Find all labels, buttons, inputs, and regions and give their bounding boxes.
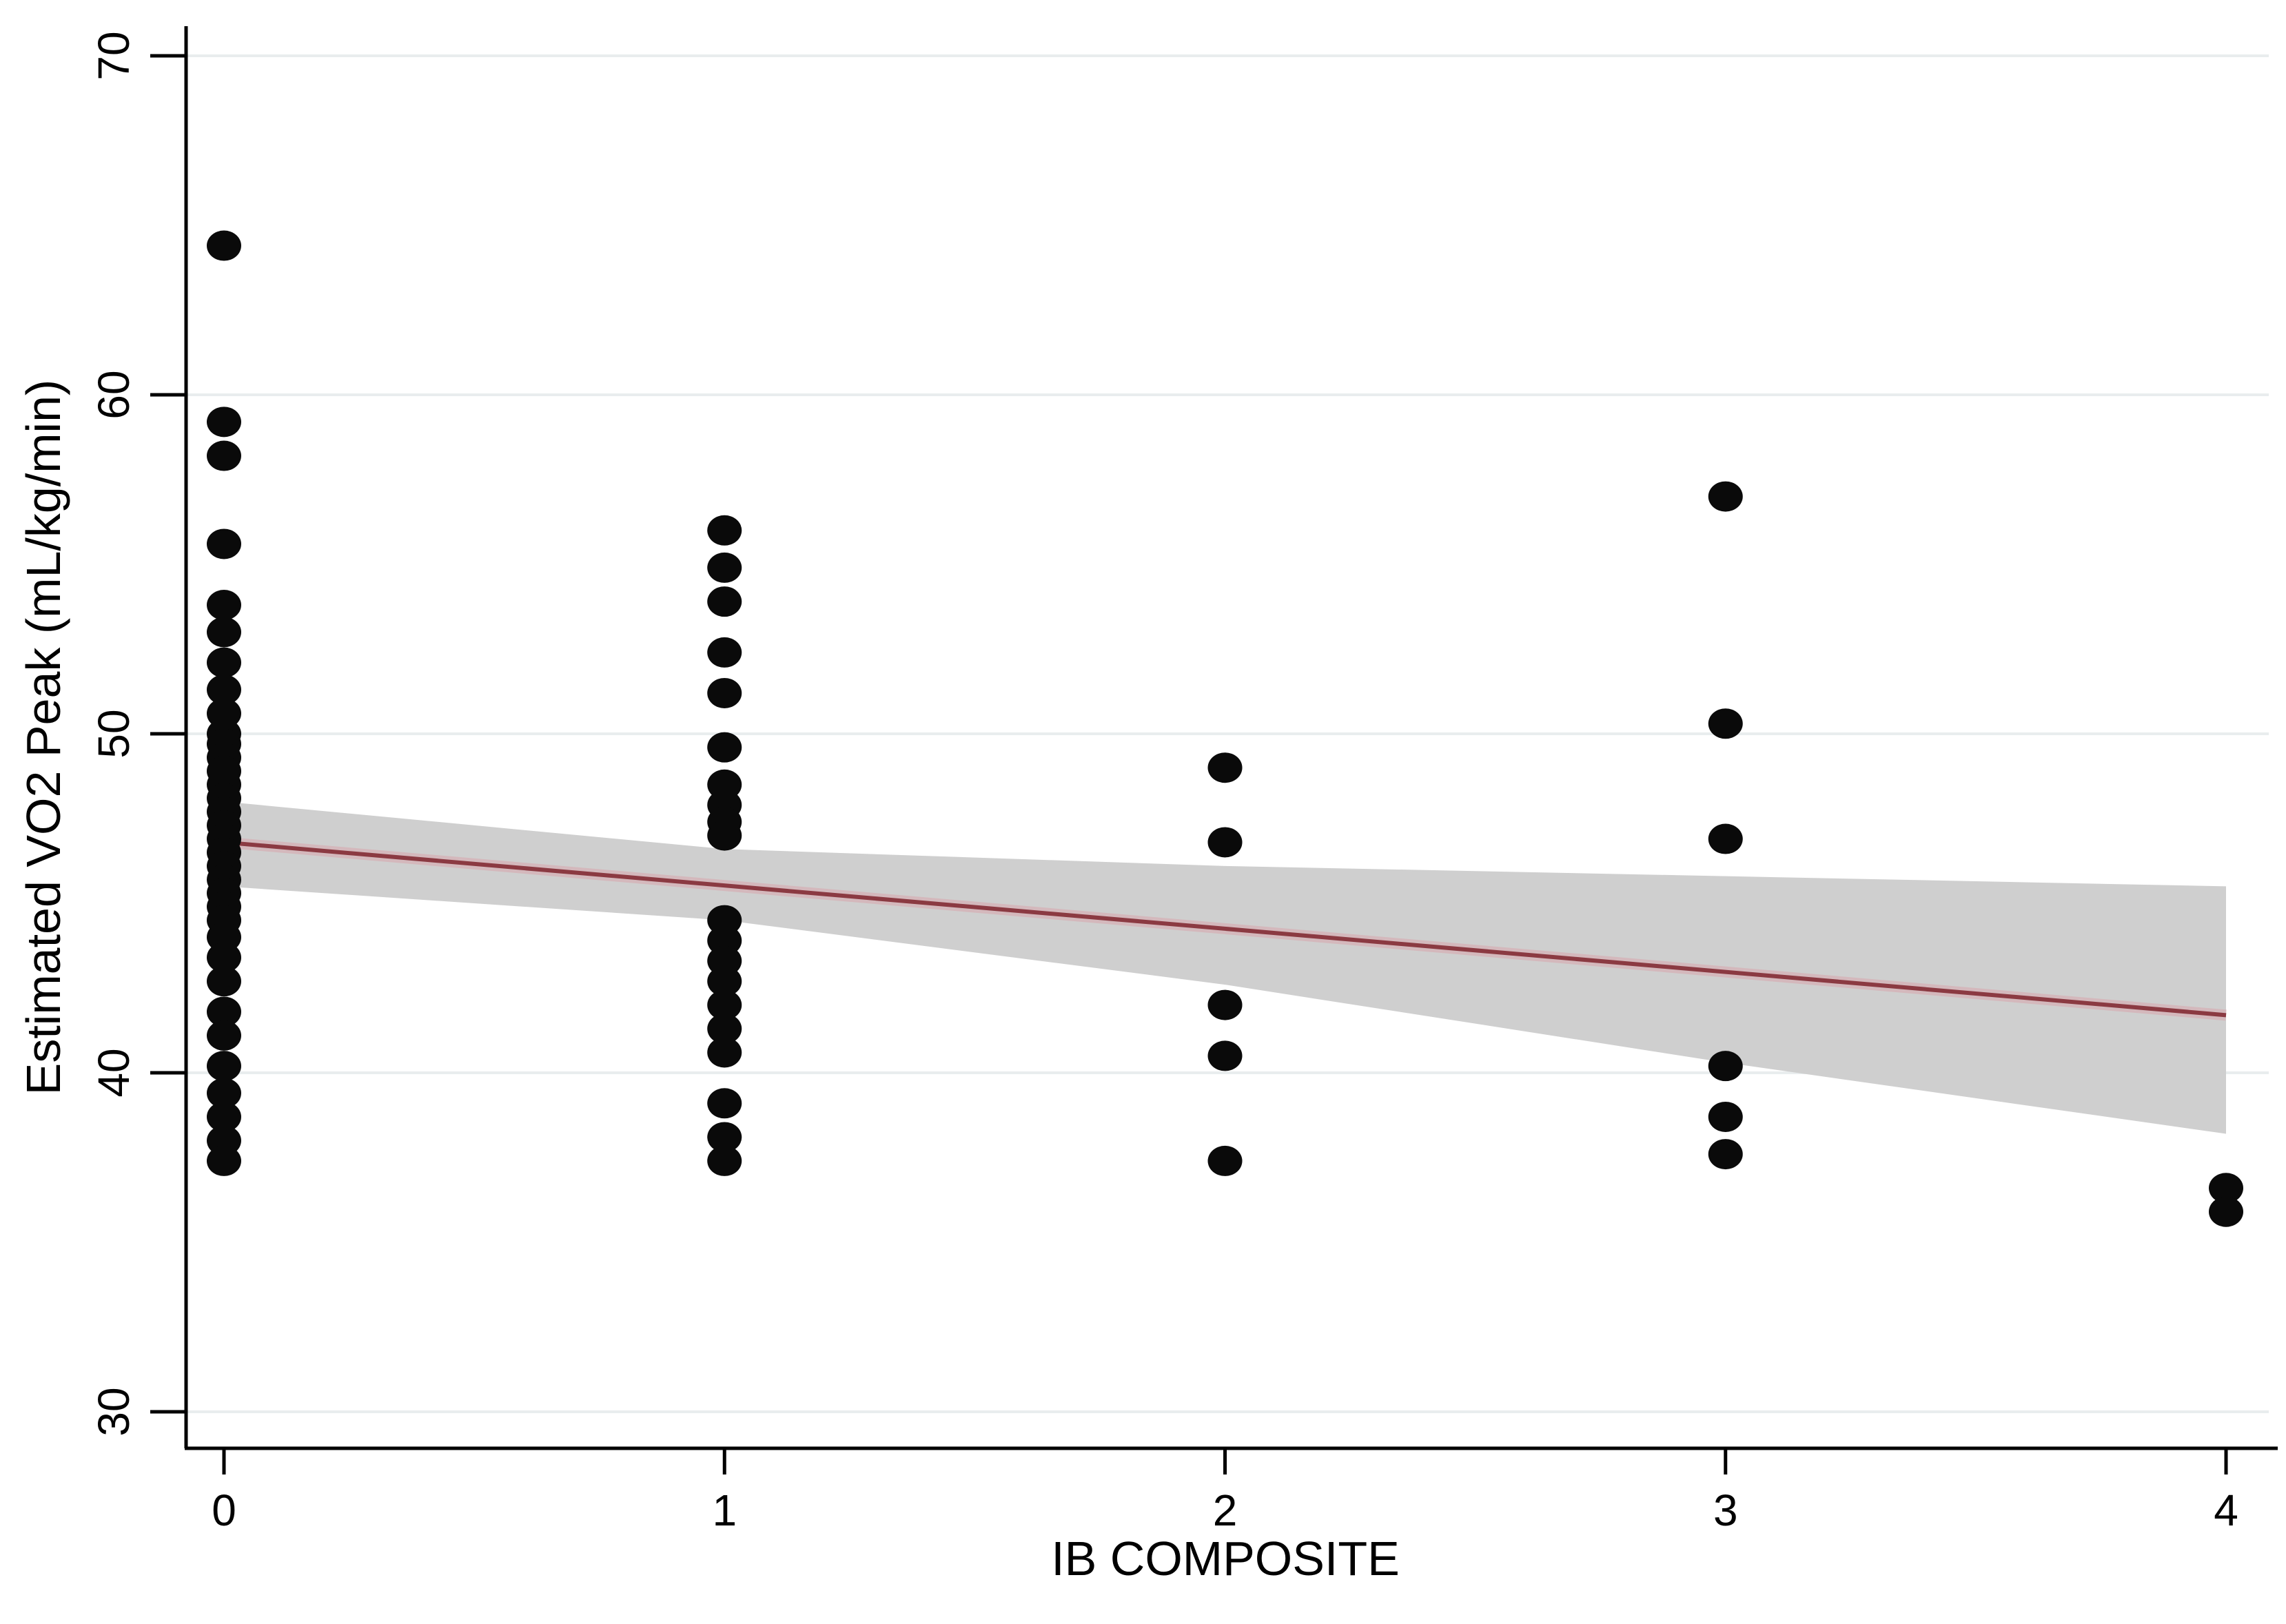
x-tick-label-0: 0 [212,1486,236,1535]
data-point [707,966,742,997]
data-point [707,1145,742,1176]
y-tick-label-30: 30 [89,1387,139,1437]
fit-line [223,840,2227,1018]
x-tick-label-1: 1 [712,1486,737,1535]
data-point [1708,823,1743,854]
y-tick-label-70: 70 [89,31,139,81]
data-point [207,528,241,559]
data-point [1708,708,1743,739]
data-point [707,732,742,763]
data-point [1207,989,1243,1020]
data-point [707,1014,742,1045]
data-point [207,675,241,706]
data-point [1207,1040,1243,1071]
data-point [207,1020,241,1051]
y-axis-title: Estimated VO2 Peak (mL/kg/min) [17,379,70,1096]
y-tick-label-50: 50 [89,709,139,759]
data-point [707,515,742,546]
x-axis-title: IB COMPOSITE [1051,1532,1400,1585]
data-point [707,552,742,583]
data-point [207,617,241,648]
data-point [207,230,241,261]
data-point [707,989,742,1020]
data-point [1207,1145,1243,1176]
x-tick-label-4: 4 [2214,1486,2238,1535]
data-point [707,820,742,851]
x-tick-label-2: 2 [1212,1486,1238,1535]
data-point [207,942,241,973]
data-point [207,1078,241,1109]
x-tick-label-3: 3 [1713,1486,1738,1535]
data-point [1708,1101,1743,1132]
data-point [207,1051,241,1082]
data-point [207,966,241,997]
data-point [207,647,241,678]
data-point [1708,481,1743,512]
data-point [707,1122,742,1153]
y-tick-label-40: 40 [89,1048,139,1098]
y-tick-label-60: 60 [89,370,139,420]
data-point [2209,1196,2243,1227]
data-point [207,407,241,438]
data-point [707,677,742,708]
data-point [207,1145,241,1176]
data-point [707,637,742,668]
data-point [207,996,241,1027]
data-point [1708,1051,1743,1082]
data-point [707,586,742,617]
data-point [207,440,241,471]
data-point [1207,752,1243,783]
data-point [207,1101,241,1132]
data-point [707,1037,742,1068]
data-point [207,590,241,621]
data-point [1207,827,1243,858]
data-point [1708,1139,1743,1170]
data-point [707,1088,742,1119]
data-point [2209,1173,2243,1204]
